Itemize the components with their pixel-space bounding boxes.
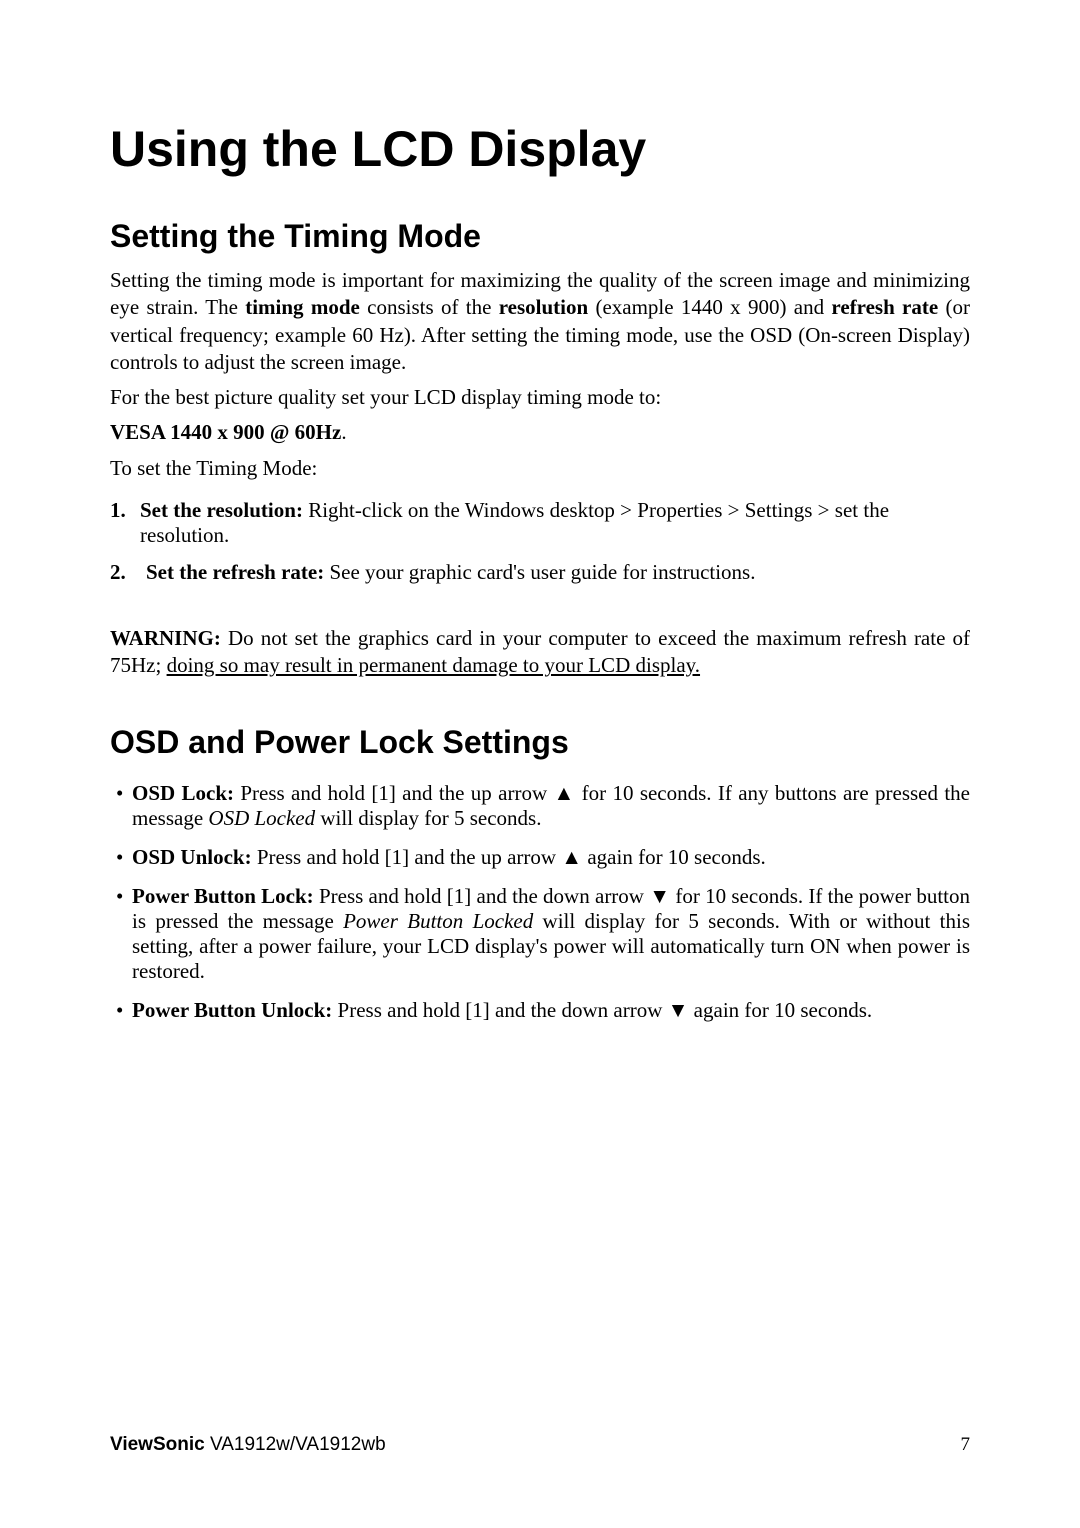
text: will display for 5 seconds. [315,806,541,830]
bullet-label: Power Button Unlock: [132,998,332,1022]
timing-para2: For the best picture quality set your LC… [110,384,970,411]
warning-underline: doing so may result in permanent damage … [167,653,700,677]
text: Press and hold [1] and the down arrow [332,998,667,1022]
footer-left: ViewSonic VA1912w/VA1912wb [110,1434,386,1456]
down-arrow-icon: ▼ [649,884,670,908]
step-text: See your graphic card's user guide for i… [324,560,755,584]
section-heading-timing: Setting the Timing Mode [110,218,970,255]
text-bold: refresh rate [831,295,938,319]
bullet-label: OSD Lock: [132,781,234,805]
text-italic: Power Button Locked [343,909,533,933]
page-footer: ViewSonic VA1912w/VA1912wb 7 [110,1434,970,1456]
bullet-label: OSD Unlock: [132,845,252,869]
text: (example 1440 x 900) and [588,295,831,319]
bullet-osd-unlock: • OSD Unlock: Press and hold [1] and the… [110,845,970,870]
text-italic: OSD Locked [208,806,315,830]
text-bold: resolution [499,295,588,319]
text: again for 10 seconds. [688,998,872,1022]
timing-para3: To set the Timing Mode: [110,455,970,482]
bullet-dot: • [110,884,132,984]
down-arrow-icon: ▼ [668,998,689,1022]
page-title: Using the LCD Display [110,120,970,178]
bullet-osd-lock: • OSD Lock: Press and hold [1] and the u… [110,781,970,831]
text-bold: timing mode [245,295,360,319]
footer-brand: ViewSonic [110,1434,205,1455]
step-label: Set the resolution: [140,498,303,522]
bullet-dot: • [110,998,132,1023]
bullet-power-lock: • Power Button Lock: Press and hold [1] … [110,884,970,984]
warning-para: WARNING: Do not set the graphics card in… [110,625,970,680]
timing-para1: Setting the timing mode is important for… [110,267,970,376]
step-number: 2. [110,560,138,585]
vesa-mode: VESA 1440 x 900 @ 60Hz. [110,419,970,446]
section-heading-osd: OSD and Power Lock Settings [110,724,970,761]
text: Press and hold [1] and the up arrow [234,781,553,805]
period: . [341,420,346,444]
bullet-label: Power Button Lock: [132,884,314,908]
footer-page-number: 7 [961,1434,971,1456]
text: again for 10 seconds. [582,845,766,869]
step-1: 1. Set the resolution: Right-click on th… [110,498,970,548]
bullet-dot: • [110,781,132,831]
text: Press and hold [1] and the down arrow [314,884,650,908]
warning-label: WARNING: [110,626,221,650]
step-label: Set the refresh rate: [146,560,324,584]
footer-model: VA1912w/VA1912wb [205,1434,386,1455]
bullet-power-unlock: • Power Button Unlock: Press and hold [1… [110,998,970,1023]
step-number: 1. [110,498,138,548]
up-arrow-icon: ▲ [561,845,582,869]
text: Press and hold [1] and the up arrow [252,845,562,869]
step-2: 2. Set the refresh rate: See your graphi… [110,560,970,585]
vesa-text: VESA 1440 x 900 @ 60Hz [110,420,341,444]
text: consists of the [360,295,499,319]
up-arrow-icon: ▲ [553,781,575,805]
bullet-dot: • [110,845,132,870]
